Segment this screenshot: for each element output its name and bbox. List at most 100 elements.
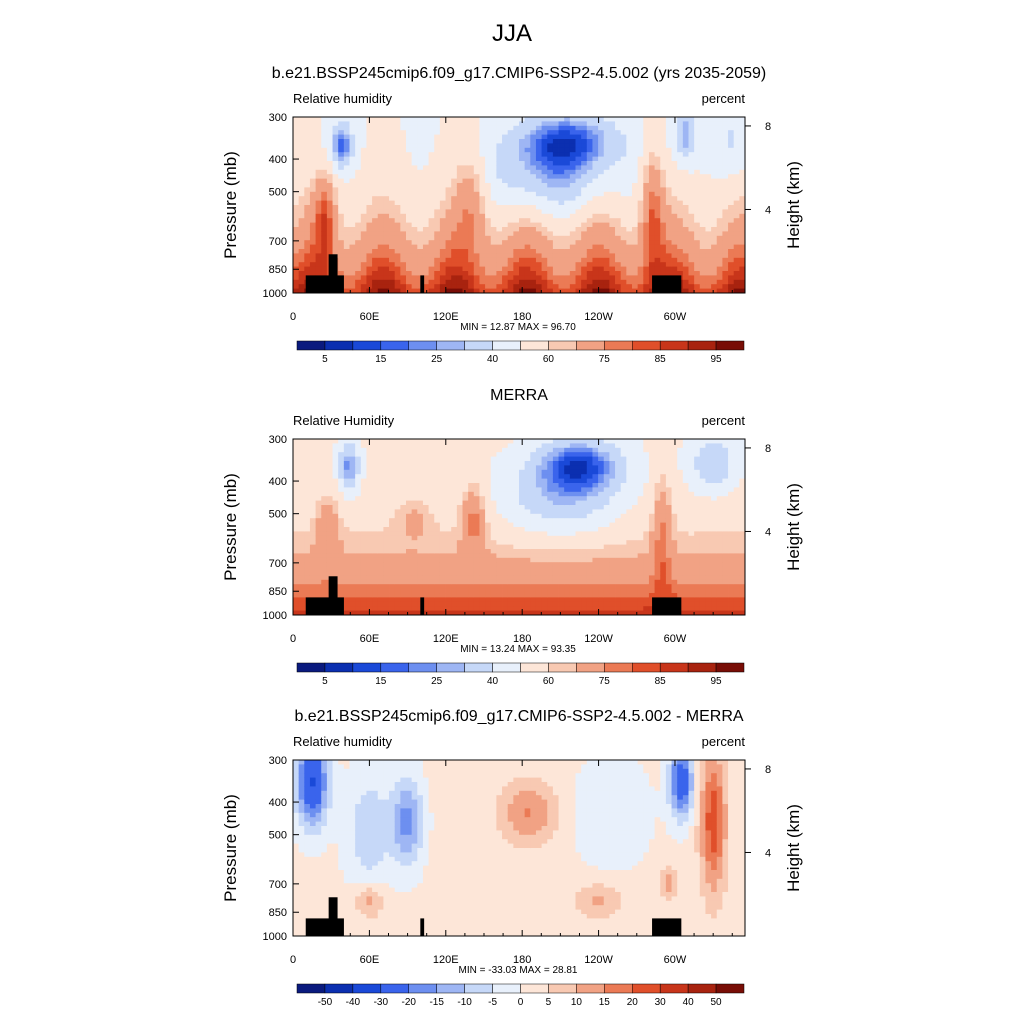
- field-cell: [547, 191, 554, 197]
- field-cell: [293, 557, 300, 563]
- field-cell: [541, 275, 548, 281]
- field-cell: [479, 134, 486, 140]
- field-cell: [473, 196, 480, 201]
- field-cell: [360, 540, 367, 545]
- field-cell: [728, 279, 735, 285]
- field-cell: [456, 535, 463, 541]
- field-cell: [343, 474, 350, 479]
- field-cell: [309, 584, 316, 589]
- field-cell: [394, 121, 401, 127]
- field-cell: [485, 161, 492, 166]
- field-cell: [315, 139, 322, 144]
- field-cell: [451, 562, 458, 567]
- field-cell: [321, 174, 328, 179]
- field-cell: [507, 566, 514, 572]
- field-cell: [304, 222, 311, 228]
- field-cell: [417, 478, 424, 484]
- field-cell: [428, 275, 435, 281]
- field-cell: [349, 443, 356, 449]
- field-cell: [473, 439, 480, 444]
- field-cell: [519, 262, 526, 267]
- field-cell: [309, 196, 316, 201]
- field-cell: [422, 597, 429, 603]
- field-cell: [705, 174, 712, 179]
- field-cell: [389, 544, 396, 550]
- field-cell: [569, 288, 576, 294]
- field-cell: [298, 240, 305, 245]
- field-cell: [394, 125, 401, 131]
- field-cell: [304, 253, 311, 259]
- field-cell: [541, 183, 548, 188]
- field-cell: [389, 218, 396, 223]
- field-cell: [733, 156, 740, 162]
- field-cell: [473, 165, 480, 171]
- field-cell: [400, 152, 407, 157]
- field-cell: [473, 191, 480, 197]
- field-cell: [366, 540, 373, 545]
- field-cell: [564, 284, 571, 289]
- field-cell: [400, 279, 407, 285]
- field-cell: [360, 235, 367, 241]
- field-cell: [502, 156, 509, 162]
- field-cell: [304, 187, 311, 193]
- field-cell: [485, 152, 492, 157]
- field-cell: [360, 147, 367, 153]
- field-cell: [564, 205, 571, 210]
- field-cell: [569, 165, 576, 171]
- field-cell: [473, 518, 480, 523]
- field-cell: [422, 549, 429, 554]
- field-cell: [439, 121, 446, 127]
- field-cell: [372, 447, 379, 453]
- field-cell: [530, 130, 537, 135]
- field-cell: [445, 152, 452, 157]
- field-cell: [343, 610, 350, 616]
- field-cell: [377, 606, 384, 611]
- field-cell: [389, 165, 396, 171]
- field-cell: [360, 544, 367, 550]
- field-cell: [321, 147, 328, 153]
- field-cell: [394, 231, 401, 237]
- field-cell: [507, 562, 514, 567]
- field-cell: [699, 275, 706, 281]
- field-cell: [366, 279, 373, 285]
- field-cell: [473, 174, 480, 179]
- field-cell: [468, 588, 475, 594]
- field-cell: [293, 117, 300, 122]
- field-cell: [439, 178, 446, 184]
- field-cell: [682, 187, 689, 193]
- field-cell: [366, 535, 373, 541]
- field-cell: [688, 125, 695, 131]
- field-cell: [739, 139, 746, 144]
- field-cell: [315, 505, 322, 510]
- field-cell: [321, 439, 328, 444]
- field-cell: [507, 491, 514, 497]
- field-cell: [304, 584, 311, 589]
- field-cell: [349, 522, 356, 528]
- field-cell: [660, 222, 667, 228]
- field-cell: [733, 235, 740, 241]
- field-cell: [643, 288, 650, 294]
- field-cell: [490, 205, 497, 210]
- field-cell: [411, 597, 418, 603]
- field-cell: [298, 235, 305, 241]
- field-cell: [372, 500, 379, 506]
- field-cell: [654, 178, 661, 184]
- field-cell: [654, 244, 661, 250]
- field-cell: [564, 227, 571, 232]
- field-cell: [439, 452, 446, 457]
- field-cell: [394, 531, 401, 537]
- field-cell: [519, 509, 526, 515]
- field-cell: [321, 121, 328, 127]
- field-cell: [349, 474, 356, 479]
- field-cell: [406, 531, 413, 537]
- field-cell: [372, 571, 379, 576]
- field-cell: [496, 279, 503, 285]
- field-cell: [326, 540, 333, 545]
- field-cell: [502, 531, 509, 537]
- field-cell: [462, 601, 469, 607]
- field-cell: [406, 134, 413, 140]
- field-cell: [530, 200, 537, 206]
- field-cell: [558, 253, 565, 259]
- field-cell: [558, 178, 565, 184]
- field-cell: [355, 513, 362, 519]
